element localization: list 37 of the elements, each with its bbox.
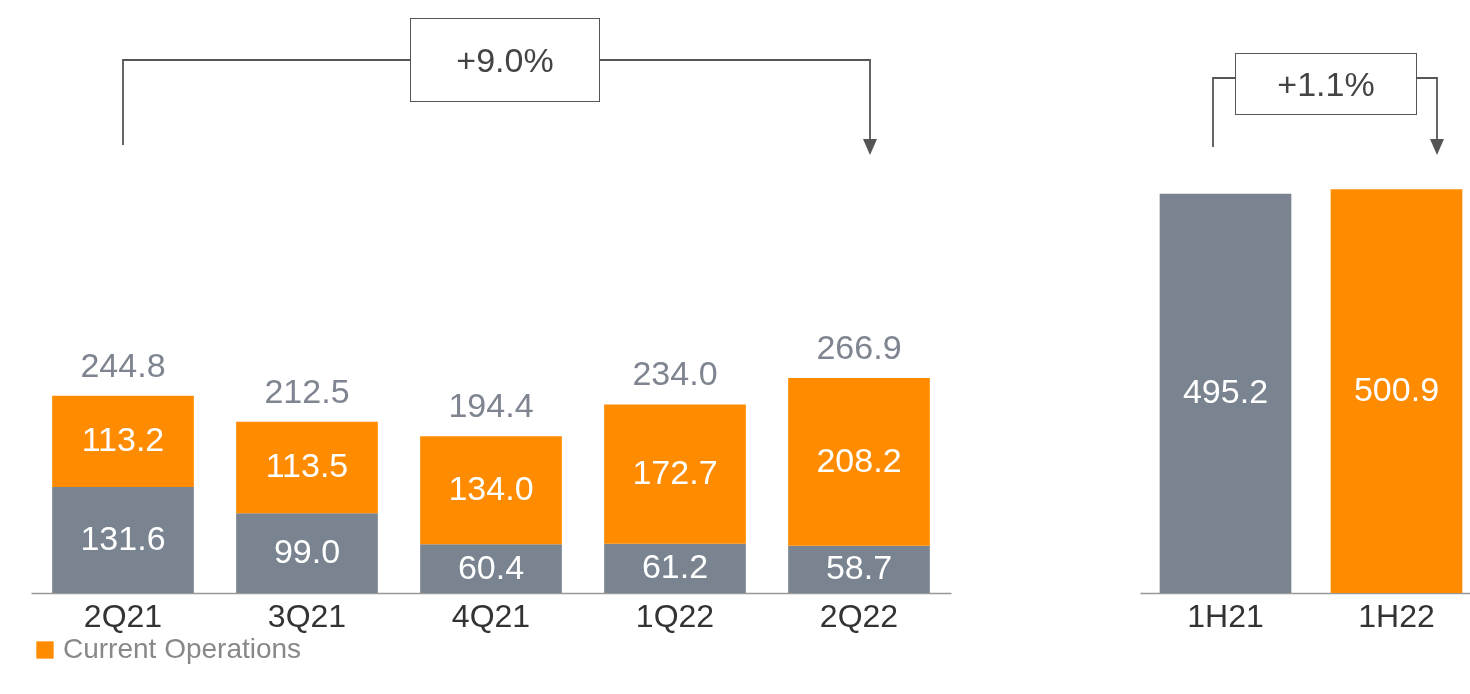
data-label: 61.2 [641, 547, 709, 586]
total-label: 194.4 [448, 386, 534, 425]
data-label: 495.2 [1182, 372, 1269, 411]
data-label: 58.7 [825, 548, 893, 587]
text: +1.1% [1235, 53, 1417, 115]
text: +9.0% [410, 18, 600, 102]
bar [236, 421, 378, 514]
data-label: 113.2 [81, 420, 165, 459]
data-label: 99.0 [273, 532, 341, 571]
legend-label: Current Operations [63, 633, 302, 664]
data-label: 500.9 [1353, 370, 1440, 409]
data-label: 60.4 [457, 547, 525, 586]
x-tick-label: 1Q22 [635, 597, 715, 634]
bar [236, 513, 378, 593]
bar [788, 545, 930, 593]
total-label: 212.5 [264, 371, 350, 410]
x-tick-label: 4Q21 [451, 597, 531, 634]
bar [52, 486, 194, 593]
total-label: 244.8 [80, 345, 166, 384]
data-label: 208.2 [816, 440, 902, 479]
total-label: 266.9 [816, 327, 902, 366]
data-label: 131.6 [80, 518, 166, 557]
x-tick-label: 1H22 [1358, 597, 1435, 634]
data-label: 113.5 [265, 446, 349, 485]
bar [420, 436, 562, 545]
bar [604, 404, 746, 544]
bar [52, 395, 194, 487]
x-tick-label: 3Q21 [267, 597, 347, 634]
x-tick-label: 2Q22 [819, 597, 899, 634]
bar [420, 544, 562, 593]
x-tick-label: 1H21 [1187, 597, 1264, 634]
data-label: 134.0 [448, 469, 534, 508]
x-tick-label: 2Q21 [83, 597, 163, 634]
bar [788, 377, 930, 546]
bar [604, 543, 746, 593]
total-label: 234.0 [632, 354, 718, 393]
data-label: 172.7 [632, 453, 718, 492]
